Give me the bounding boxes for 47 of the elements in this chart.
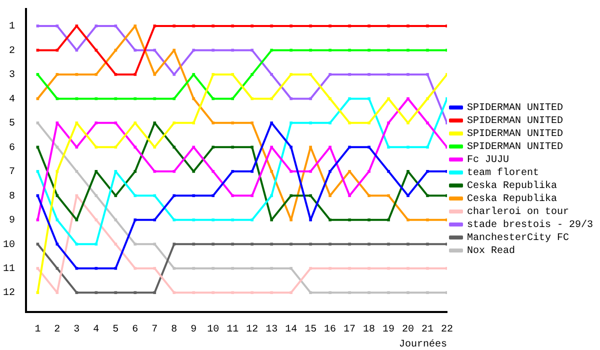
x-tick-label: 20 xyxy=(402,324,414,336)
legend-label: Ceska Republika xyxy=(467,180,558,192)
y-tick-label: 8 xyxy=(8,191,15,202)
x-tick-label: 4 xyxy=(93,324,100,336)
x-tick-label: 13 xyxy=(266,324,278,336)
y-tick-label: 4 xyxy=(8,94,15,106)
x-tick-label: 14 xyxy=(285,324,298,336)
y-tick-label: 5 xyxy=(8,118,15,130)
x-tick-label: 17 xyxy=(344,324,356,336)
x-tick-label: 11 xyxy=(226,324,239,336)
x-tick-label: 9 xyxy=(190,324,197,336)
x-tick-label: 19 xyxy=(382,324,395,336)
y-tick-label: 12 xyxy=(2,288,15,300)
x-tick-label: 12 xyxy=(246,324,258,336)
x-tick-label: 1 xyxy=(34,324,41,336)
x-tick-label: 8 xyxy=(171,324,178,336)
legend-label: charleroi on tour xyxy=(467,206,570,218)
x-tick-label: 6 xyxy=(132,324,138,336)
y-tick-label: 1 xyxy=(8,22,15,33)
y-tick-label: 11 xyxy=(2,264,15,276)
x-tick-label: 2 xyxy=(54,324,60,336)
legend-label: team florent xyxy=(467,167,540,180)
y-tick-label: 2 xyxy=(8,46,15,57)
x-tick-label: 21 xyxy=(422,324,434,336)
legend-label: Nox Read xyxy=(467,245,516,258)
y-tick-label: 9 xyxy=(8,216,15,227)
x-tick-label: 15 xyxy=(304,324,317,336)
y-tick-label: 7 xyxy=(8,167,15,178)
x-tick-label: 7 xyxy=(152,324,158,336)
legend-label: Ceska Republika xyxy=(467,193,558,206)
legend-label: Fc JUJU xyxy=(467,155,510,166)
y-tick-label: 10 xyxy=(2,240,15,251)
legend-label: SPIDERMAN UNITED xyxy=(467,103,564,114)
x-tick-label: 5 xyxy=(112,324,119,336)
y-tick-label: 6 xyxy=(8,142,15,154)
x-tick-label: 18 xyxy=(363,324,376,336)
legend-label: SPIDERMAN UNITED xyxy=(467,129,564,140)
legend-label: stade brestois - 29/3 xyxy=(467,219,594,232)
x-tick-label: 3 xyxy=(74,324,80,336)
x-tick-label: 10 xyxy=(207,324,220,336)
x-axis-title: Journées xyxy=(398,338,447,350)
x-tick-label: 16 xyxy=(324,324,336,336)
y-tick-label: 3 xyxy=(8,70,15,82)
legend-label: SPIDERMAN UNITED xyxy=(467,116,564,128)
x-tick-label: 22 xyxy=(440,324,454,336)
legend-label: SPIDERMAN UNITED xyxy=(467,142,564,154)
legend-label: ManchesterCity FC xyxy=(467,232,570,244)
